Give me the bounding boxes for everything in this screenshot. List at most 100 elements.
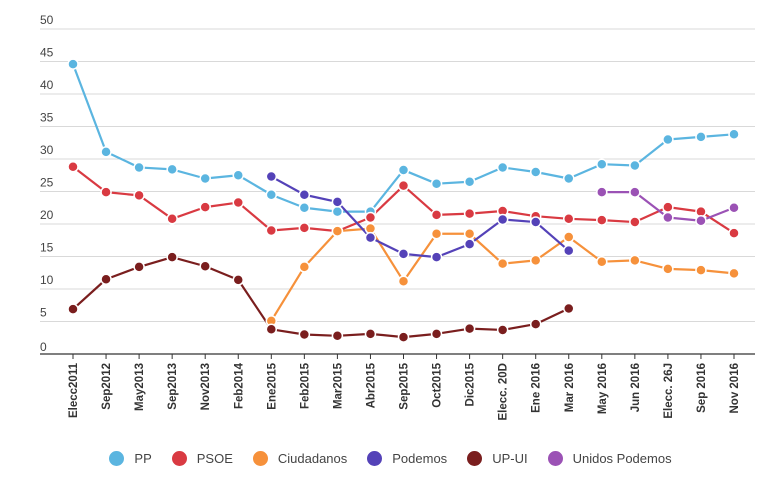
- data-point-up-ui[interactable]: [496, 324, 509, 336]
- data-point-up-ui[interactable]: [199, 260, 211, 272]
- data-point-pp[interactable]: [133, 161, 145, 174]
- data-point-pp[interactable]: [232, 169, 244, 181]
- data-point-pp[interactable]: [563, 172, 575, 185]
- data-point-ciudadanos[interactable]: [596, 255, 608, 268]
- data-point-up-ui[interactable]: [430, 328, 443, 340]
- x-tick-label: Oct2015: [432, 362, 444, 407]
- data-point-psoe[interactable]: [100, 186, 112, 198]
- data-point-psoe[interactable]: [463, 207, 476, 220]
- data-point-psoe[interactable]: [67, 161, 79, 173]
- data-point-ciudadanos[interactable]: [629, 254, 641, 267]
- data-point-ciudadanos[interactable]: [298, 261, 311, 273]
- x-tick-label: Sep2015: [399, 362, 411, 409]
- data-point-psoe[interactable]: [596, 214, 608, 226]
- data-point-ciudadanos[interactable]: [397, 275, 410, 287]
- data-point-ciudadanos[interactable]: [430, 228, 443, 240]
- data-point-psoe[interactable]: [265, 224, 278, 237]
- data-point-podemos[interactable]: [298, 189, 311, 201]
- legend-swatch: [252, 450, 268, 466]
- data-point-up-ui[interactable]: [265, 323, 278, 336]
- data-point-podemos[interactable]: [463, 238, 476, 250]
- data-point-ciudadanos[interactable]: [496, 257, 509, 270]
- data-point-pp[interactable]: [199, 172, 211, 185]
- data-point-ciudadanos[interactable]: [695, 264, 707, 276]
- data-point-up-ui[interactable]: [529, 318, 542, 330]
- data-point-up-ui[interactable]: [298, 328, 311, 341]
- data-point-up-ui[interactable]: [232, 274, 244, 286]
- data-point-podemos[interactable]: [397, 248, 410, 260]
- data-point-psoe[interactable]: [166, 213, 178, 225]
- x-tick-label: Nov 2016: [729, 363, 741, 414]
- data-point-up-ui[interactable]: [364, 328, 377, 340]
- data-point-psoe[interactable]: [662, 201, 674, 213]
- legend-label: UP-UI: [492, 450, 528, 466]
- data-point-up-ui[interactable]: [67, 303, 79, 315]
- data-point-pp[interactable]: [166, 163, 178, 176]
- legend-item-podemos[interactable]: Podemos: [367, 450, 447, 466]
- x-tick-label: Feb2014: [233, 362, 245, 409]
- data-point-podemos[interactable]: [563, 244, 575, 257]
- x-tick-label: Ene 2016: [531, 363, 543, 413]
- data-point-up-ui[interactable]: [463, 322, 476, 335]
- data-point-podemos[interactable]: [496, 213, 509, 226]
- data-point-pp[interactable]: [496, 161, 509, 174]
- data-point-psoe[interactable]: [397, 179, 410, 192]
- data-point-pp[interactable]: [430, 177, 443, 190]
- data-point-pp[interactable]: [695, 131, 707, 143]
- data-point-pp[interactable]: [265, 189, 278, 201]
- data-point-podemos[interactable]: [331, 196, 344, 208]
- legend-item-psoe[interactable]: PSOE: [171, 450, 233, 466]
- data-point-psoe[interactable]: [199, 201, 211, 213]
- legend-item-pp[interactable]: PP: [109, 450, 152, 466]
- legend-item-ciudadanos[interactable]: Ciudadanos: [252, 450, 347, 466]
- data-point-podemos[interactable]: [265, 170, 278, 183]
- data-point-podemos[interactable]: [529, 216, 542, 228]
- data-point-unidos-podemos[interactable]: [629, 186, 641, 198]
- data-point-ciudadanos[interactable]: [331, 225, 344, 237]
- data-point-pp[interactable]: [298, 202, 311, 214]
- legend-item-unidos-podemos[interactable]: Unidos Podemos: [547, 450, 672, 466]
- data-point-psoe[interactable]: [133, 189, 145, 202]
- data-point-ciudadanos[interactable]: [563, 231, 575, 243]
- data-point-unidos-podemos[interactable]: [728, 202, 740, 214]
- data-point-up-ui[interactable]: [100, 273, 112, 285]
- x-tick-label: May 2016: [597, 363, 609, 414]
- data-point-unidos-podemos[interactable]: [695, 215, 707, 227]
- y-tick-label: 40: [40, 78, 54, 92]
- y-tick-label: 20: [40, 208, 54, 222]
- data-point-pp[interactable]: [728, 128, 740, 141]
- x-tick-label: Elecc2011: [68, 362, 80, 418]
- data-point-pp[interactable]: [463, 176, 476, 188]
- data-point-psoe[interactable]: [364, 211, 377, 224]
- data-point-ciudadanos[interactable]: [662, 263, 674, 275]
- data-point-podemos[interactable]: [430, 251, 443, 263]
- data-point-unidos-podemos[interactable]: [596, 186, 608, 198]
- data-point-ciudadanos[interactable]: [529, 254, 542, 267]
- data-point-pp[interactable]: [662, 133, 674, 146]
- data-point-ciudadanos[interactable]: [728, 267, 740, 280]
- data-point-psoe[interactable]: [728, 227, 740, 239]
- data-point-podemos[interactable]: [364, 231, 377, 244]
- legend-label: PSOE: [196, 450, 233, 466]
- data-point-up-ui[interactable]: [397, 331, 410, 343]
- data-point-psoe[interactable]: [563, 213, 575, 225]
- data-point-psoe[interactable]: [430, 209, 443, 221]
- data-point-pp[interactable]: [100, 146, 112, 158]
- data-point-psoe[interactable]: [629, 216, 641, 228]
- data-point-psoe[interactable]: [232, 196, 244, 209]
- data-point-pp[interactable]: [331, 205, 344, 218]
- data-point-up-ui[interactable]: [166, 251, 178, 263]
- data-point-pp[interactable]: [67, 58, 79, 70]
- data-point-ciudadanos[interactable]: [463, 228, 476, 240]
- x-tick-label: Elecc. 20D: [498, 363, 510, 421]
- data-point-pp[interactable]: [596, 158, 608, 170]
- data-point-pp[interactable]: [529, 166, 542, 178]
- data-point-pp[interactable]: [629, 159, 641, 172]
- data-point-up-ui[interactable]: [563, 302, 575, 315]
- data-point-pp[interactable]: [397, 164, 410, 176]
- data-point-up-ui[interactable]: [331, 330, 344, 342]
- data-point-up-ui[interactable]: [133, 261, 145, 273]
- legend-item-up-ui[interactable]: UP-UI: [467, 450, 528, 466]
- data-point-psoe[interactable]: [298, 222, 311, 234]
- data-point-unidos-podemos[interactable]: [662, 211, 674, 224]
